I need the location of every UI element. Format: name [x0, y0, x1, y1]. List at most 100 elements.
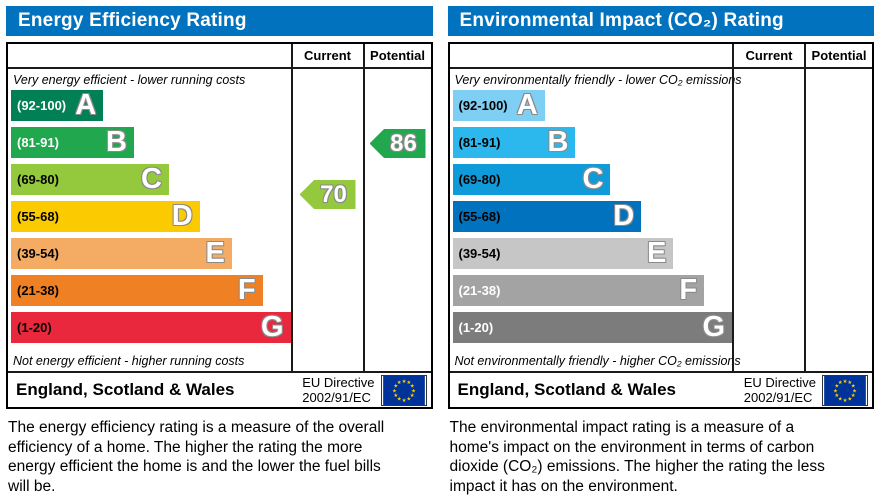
- band-range: (69-80): [458, 172, 501, 187]
- panel-title: Energy Efficiency Rating: [6, 6, 433, 36]
- footer-row: England, Scotland & Wales EU Directive 2…: [449, 371, 872, 407]
- svg-text:★: ★: [393, 383, 398, 389]
- eu-flag-icon: ★ ★★ ★★★ ★★★ ★★★: [822, 374, 868, 406]
- svg-text:★: ★: [396, 396, 401, 402]
- svg-text:★: ★: [851, 393, 856, 399]
- eu-directive-line1: EU Directive: [743, 375, 816, 390]
- potential-rating-arrow: 86: [369, 129, 426, 158]
- panel-description: The energy efficiency rating is a measur…: [8, 419, 385, 495]
- potential-column-header: Potential: [362, 44, 431, 67]
- band-letter: E: [646, 237, 667, 269]
- bands: (92-100) A (81-91) B (69-80) C: [452, 90, 732, 349]
- band-range: (1-20): [17, 320, 52, 335]
- band-f: (21-38) F: [452, 275, 705, 306]
- svg-text:★: ★: [393, 393, 398, 399]
- column-header-row: Current Potential: [8, 44, 431, 69]
- svg-text:★: ★: [834, 383, 839, 389]
- panel-title: Environmental Impact (CO₂) Rating: [447, 6, 874, 36]
- rating-chart-box: Current Potential Very energy efficient …: [6, 42, 433, 409]
- potential-rating-value: 86: [390, 130, 417, 157]
- eu-flag-icon: ★ ★★ ★★★ ★★★ ★★★: [380, 374, 427, 406]
- svg-text:★: ★: [847, 380, 852, 386]
- eu-directive-line2: 2002/91/EC: [743, 390, 813, 405]
- current-column-header: Current: [290, 44, 363, 67]
- band-c: (69-80) C: [452, 163, 611, 195]
- band-c: (69-80) C: [11, 164, 169, 195]
- svg-text:★: ★: [392, 388, 397, 394]
- current-rating-arrow: 70: [299, 180, 356, 209]
- band-d: (55-68) D: [452, 200, 642, 232]
- band-letter: A: [75, 89, 97, 121]
- band-g: (1-20) G: [452, 311, 732, 343]
- band-range: (81-91): [17, 135, 59, 150]
- svg-text:★: ★: [838, 380, 843, 386]
- header-spacer: [450, 44, 733, 67]
- band-g: (1-20) G: [11, 312, 291, 343]
- footer-row: England, Scotland & Wales EU Directive 2…: [8, 371, 431, 407]
- header-spacer: [8, 44, 291, 67]
- band-range: (69-80): [17, 172, 59, 187]
- band-letter: F: [237, 274, 256, 306]
- band-d: (55-68) D: [11, 201, 200, 232]
- band-scale: Very environmentally friendly - lower CO…: [450, 69, 742, 371]
- svg-text:★: ★: [833, 388, 838, 394]
- band-letter: D: [613, 200, 635, 232]
- band-e: (39-54) E: [452, 237, 674, 269]
- band-a: (92-100) A: [452, 90, 545, 121]
- potential-column: [804, 69, 872, 371]
- band-f: (21-38) F: [11, 275, 263, 306]
- bottom-note: Not energy efficient - higher running co…: [13, 354, 245, 368]
- band-range: (21-38): [17, 283, 59, 298]
- svg-text:★: ★: [401, 397, 406, 403]
- environmental-impact-panel: Environmental Impact (CO₂) Rating Curren…: [447, 6, 874, 496]
- bands: (92-100) A (81-91) B (69-80) C: [11, 90, 291, 349]
- eu-directive-line2: 2002/91/EC: [302, 390, 371, 405]
- potential-column: 86: [362, 69, 431, 371]
- band-letter: C: [582, 163, 604, 195]
- eu-directive-line1: EU Directive: [302, 375, 375, 390]
- band-range: (39-54): [458, 246, 501, 261]
- band-letter: D: [171, 200, 193, 232]
- top-note: Very environmentally friendly - lower CO…: [454, 73, 742, 87]
- svg-text:★: ★: [401, 378, 406, 384]
- band-letter: E: [205, 237, 225, 269]
- band-letter: B: [547, 126, 569, 158]
- svg-text:★: ★: [396, 380, 401, 386]
- svg-text:★: ★: [409, 383, 414, 389]
- svg-text:★: ★: [851, 383, 856, 389]
- band-range: (39-54): [17, 246, 59, 261]
- chart-row: Very environmentally friendly - lower CO…: [450, 69, 873, 371]
- potential-column-header: Potential: [804, 44, 872, 67]
- band-scale: Very energy efficient - lower running co…: [8, 69, 291, 371]
- band-range: (81-91): [458, 135, 501, 150]
- svg-text:★: ★: [843, 378, 848, 384]
- band-range: (55-68): [17, 209, 59, 224]
- energy-efficiency-panel: Energy Efficiency Rating Current Potenti…: [6, 6, 433, 496]
- band-range: (92-100): [458, 98, 508, 113]
- top-note: Very energy efficient - lower running co…: [13, 73, 246, 87]
- band-range: (1-20): [458, 320, 494, 335]
- column-header-row: Current Potential: [449, 44, 872, 69]
- svg-text:★: ★: [834, 393, 839, 399]
- band-range: (21-38): [458, 283, 501, 298]
- svg-text:★: ★: [847, 396, 852, 402]
- eu-directive-label: EU Directive 2002/91/EC: [302, 375, 374, 405]
- svg-text:★: ★: [411, 388, 416, 394]
- svg-text:★: ★: [406, 380, 411, 386]
- band-a: (92-100) A: [11, 89, 104, 121]
- rating-chart-box: Current Potential Very environmentally f…: [447, 42, 874, 409]
- region-label: England, Scotland & Wales: [16, 380, 235, 399]
- band-b: (81-91) B: [11, 127, 134, 158]
- bottom-note: Not environmentally friendly - higher CO…: [454, 354, 741, 368]
- current-rating-value: 70: [320, 181, 347, 208]
- band-letter: G: [260, 311, 284, 343]
- band-e: (39-54) E: [11, 238, 232, 269]
- band-range: (92-100): [17, 98, 67, 113]
- svg-text:★: ★: [409, 393, 414, 399]
- svg-text:★: ★: [843, 397, 848, 403]
- band-letter: G: [702, 311, 725, 343]
- region-label: England, Scotland & Wales: [457, 380, 677, 399]
- eu-directive-label: EU Directive 2002/91/EC: [744, 375, 816, 405]
